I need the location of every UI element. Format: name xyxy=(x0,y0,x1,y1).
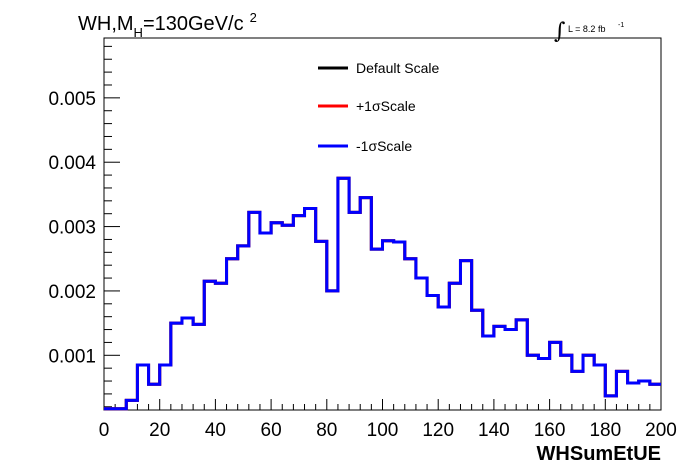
x-tick-label: 120 xyxy=(422,420,454,441)
lumi-label: ∫ L = 8.2 fb -1 xyxy=(554,19,624,44)
title-subscript: H xyxy=(134,25,143,40)
series-group xyxy=(104,176,661,411)
legend-label-1: +1σScale xyxy=(356,98,416,114)
x-tick-label: 140 xyxy=(478,420,510,441)
y-tick-label: 0.004 xyxy=(48,153,96,174)
title-rest: =130GeV/c xyxy=(143,13,244,35)
x-tick-label: 160 xyxy=(534,420,566,441)
y-tick-label: 0.005 xyxy=(48,89,96,110)
x-tick-label: 20 xyxy=(149,420,170,441)
x-axis: 0 20 40 60 80 100 120 140 160 180 200 xyxy=(99,399,677,441)
x-tick-label: 80 xyxy=(316,420,337,441)
x-tick-label: 0 xyxy=(99,420,110,441)
legend-label-0: Default Scale xyxy=(356,60,439,76)
x-axis-label: WHSumEtUE xyxy=(537,443,661,465)
series-line-1 xyxy=(104,176,661,411)
x-tick-label: 180 xyxy=(589,420,621,441)
legend: Default Scale +1σScale -1σScale xyxy=(318,60,439,154)
y-tick-label: 0.003 xyxy=(48,218,96,239)
plot-frame xyxy=(103,37,662,411)
lumi-text: L = 8.2 fb xyxy=(568,24,605,34)
x-tick-label: 40 xyxy=(205,420,226,441)
y-axis: 0.001 0.002 0.003 0.004 0.005 xyxy=(48,45,120,408)
lumi-superscript: -1 xyxy=(618,22,624,29)
x-tick-label: 100 xyxy=(367,420,399,441)
legend-label-2: -1σScale xyxy=(356,138,412,154)
series-line-2 xyxy=(104,176,661,411)
title-superscript: 2 xyxy=(250,10,257,25)
y-tick-label: 0.001 xyxy=(48,346,96,367)
x-tick-label: 200 xyxy=(645,420,677,441)
y-tick-label: 0.002 xyxy=(48,282,96,303)
integral-sign: ∫ xyxy=(554,19,566,44)
x-tick-label: 60 xyxy=(261,420,282,441)
series-line-0 xyxy=(104,176,661,411)
title-main: WH,M xyxy=(78,13,134,35)
chart-title: WH,MH=130GeV/c 2 xyxy=(78,10,257,40)
